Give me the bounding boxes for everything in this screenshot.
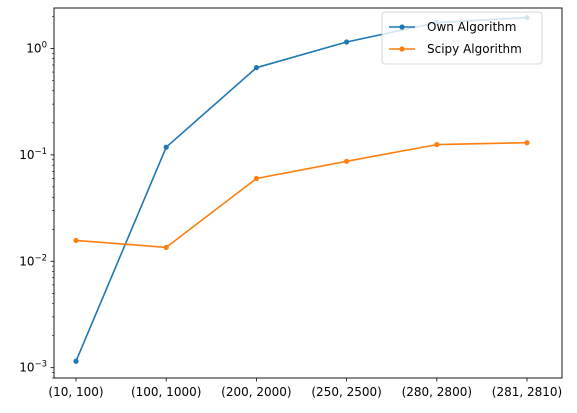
legend-swatch-marker <box>399 24 405 30</box>
y-tick-label: 10−3 <box>19 360 47 375</box>
data-point-scipy-algorithm <box>163 244 169 251</box>
x-tick-label: (100, 1000) <box>131 385 201 399</box>
legend-label: Own Algorithm <box>427 20 516 34</box>
legend-swatch-marker <box>399 46 405 52</box>
plot-frame <box>53 7 563 379</box>
data-point-scipy-algorithm <box>73 237 79 244</box>
legend-label: Scipy Algorithm <box>427 42 522 56</box>
y-tick-label: 10−1 <box>19 147 47 162</box>
x-tick-label: (280, 2800) <box>402 385 472 399</box>
data-point-scipy-algorithm <box>344 158 350 164</box>
legend: Own Algorithm Scipy Algorithm <box>381 11 543 65</box>
data-point-own-algorithm <box>344 39 350 45</box>
plot-background <box>54 8 562 378</box>
data-point-own-algorithm <box>73 358 79 364</box>
x-axis-ticks: (10, 100) (100, 1000) (200, 2000) (250, 250… <box>48 378 562 399</box>
data-point-scipy-algorithm <box>253 175 259 182</box>
x-tick-label: (200, 2000) <box>221 385 291 399</box>
x-tick-label: (281, 2810) <box>492 385 562 399</box>
x-tick-label: (10, 100) <box>48 385 103 399</box>
x-tick-label: (250, 2500) <box>311 385 381 399</box>
series-line-scipy-algorithm <box>75 141 528 249</box>
data-point-own-algorithm <box>253 65 259 71</box>
data-point-own-algorithm <box>163 144 169 150</box>
data-point-scipy-algorithm <box>434 141 440 148</box>
data-point-scipy-algorithm <box>524 140 530 146</box>
y-tick-label: 10−2 <box>19 253 47 268</box>
y-axis-ticks: 10−3 10−2 10−1 100 <box>19 16 54 379</box>
legend-box <box>381 11 543 65</box>
y-tick-label: 100 <box>26 40 47 55</box>
